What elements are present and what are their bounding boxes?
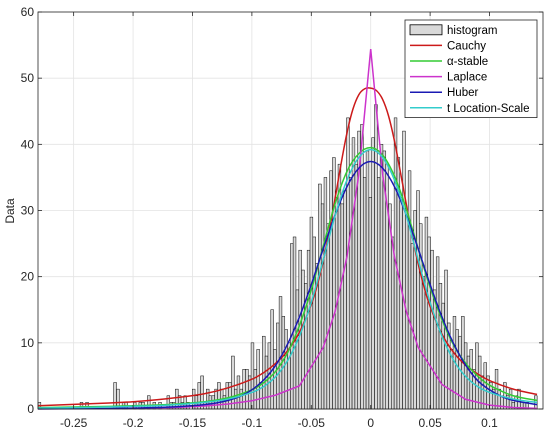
histogram-bar [326, 223, 330, 410]
legend-label: Cauchy [447, 40, 486, 52]
x-axis: -0.25 -0.2 -0.15 -0.1 -0.05 0 0.05 0.1 [60, 12, 498, 430]
histogram-bar [250, 342, 255, 410]
legend-label: α-stable [447, 56, 488, 68]
histogram-bar [416, 190, 420, 410]
histogram-bar [340, 203, 344, 410]
histogram-bar [329, 170, 333, 410]
histogram-bar [402, 130, 406, 410]
histogram-bar [435, 256, 440, 410]
histogram-bar [332, 157, 336, 410]
legend-swatch-histogram [409, 24, 443, 36]
histogram-bar [231, 355, 235, 410]
curve-huber [37, 160, 538, 410]
legend-label: histogram [447, 25, 498, 37]
y-tick-label: 50 [21, 71, 35, 85]
histogram-bar [348, 177, 353, 410]
histogram-bar [284, 329, 288, 410]
histogram-bar [259, 382, 263, 410]
histogram-bar [391, 236, 395, 410]
y-tick-label: 10 [21, 336, 35, 350]
histogram-bar [346, 117, 350, 410]
histogram-bar [270, 309, 274, 410]
y-tick-label: 60 [21, 5, 35, 19]
y-tick-label: 30 [21, 204, 35, 218]
legend: histogram Cauchy α-stable Laplace Huber t Loc… [404, 19, 538, 118]
curve-t-location-scale [37, 148, 538, 409]
histogram-bar [517, 388, 521, 410]
histogram-bar [430, 249, 434, 410]
histogram-bar [301, 269, 305, 410]
legend-box [404, 19, 538, 118]
x-tick-label: 0.1 [481, 416, 498, 430]
histogram-bar [458, 335, 462, 410]
histogram-bar [245, 369, 249, 410]
y-tick-label: 40 [21, 137, 35, 151]
histogram-bar [211, 395, 215, 410]
histogram-bar [377, 177, 381, 410]
x-tick-label: -0.1 [242, 416, 263, 430]
histogram-bar [424, 216, 429, 410]
histogram-bar [438, 283, 443, 410]
histogram-bar [242, 369, 246, 410]
histogram-bar [360, 124, 364, 410]
histogram-bar [309, 216, 314, 410]
fitted-curves [37, 48, 538, 410]
y-tick-label: 20 [21, 270, 35, 284]
histogram-bar [368, 197, 373, 410]
histogram-bar [239, 388, 243, 410]
x-tick-label: -0.25 [60, 416, 88, 430]
histogram-bar [351, 137, 356, 410]
histogram-bar [264, 355, 269, 410]
x-tick-label: -0.2 [123, 416, 144, 430]
legend-label: Huber [447, 87, 478, 99]
histogram-bar [318, 183, 322, 410]
y-axis-label: Data [3, 198, 17, 224]
histogram-bar [295, 289, 300, 410]
histogram-bar [292, 236, 297, 410]
histogram-bar [323, 177, 328, 410]
histogram-bar [113, 382, 117, 410]
histogram-bar [399, 197, 403, 410]
legend-label: Laplace [447, 72, 487, 84]
histogram-bar [343, 190, 347, 410]
y-tick-label: 0 [27, 402, 34, 416]
histogram-bar [427, 236, 431, 410]
x-tick-label: -0.15 [179, 416, 207, 430]
histogram-bar [455, 329, 459, 410]
histogram-bar [290, 243, 294, 410]
x-tick-label: 0 [367, 416, 374, 430]
histogram-bar [379, 144, 384, 410]
histogram-bar [421, 276, 426, 410]
histogram-bar [407, 170, 412, 410]
histogram-bar [433, 289, 437, 410]
histogram-bar [225, 382, 229, 410]
histogram-bar [371, 137, 375, 410]
histogram-bar [306, 249, 311, 410]
histogram-bar [312, 236, 316, 410]
histogram-bar [236, 375, 241, 410]
histogram-bar [362, 177, 367, 410]
x-tick-label: -0.05 [298, 416, 326, 430]
x-tick-label: 0.05 [418, 416, 442, 430]
y-axis: 0 10 20 30 40 50 60 [21, 5, 543, 416]
histogram-bar [320, 203, 325, 410]
legend-label: t Location-Scale [447, 103, 529, 115]
histogram-bar [365, 150, 370, 410]
